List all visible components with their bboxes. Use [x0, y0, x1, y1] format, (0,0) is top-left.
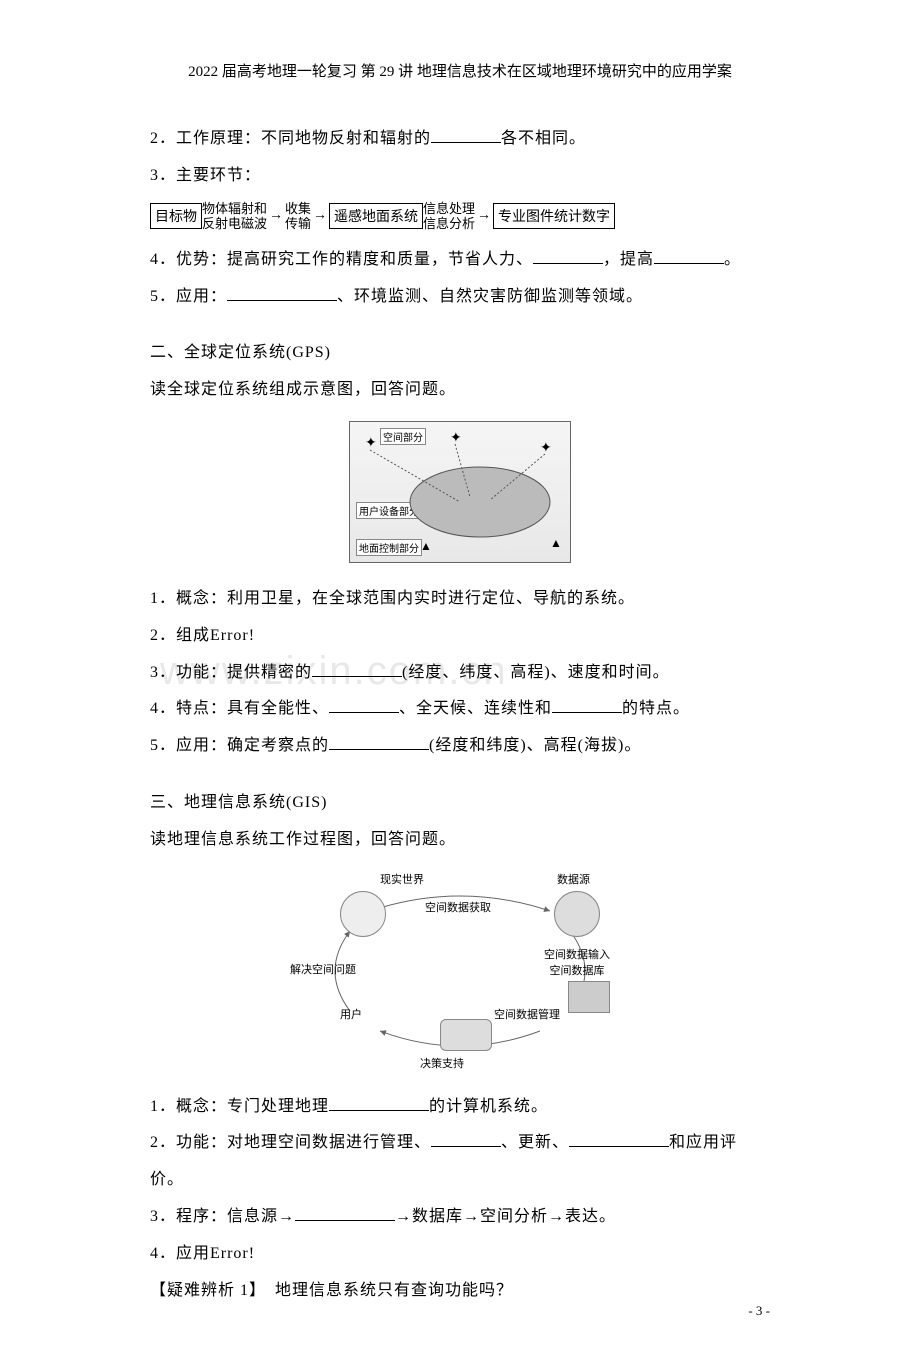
gps-svg: ✦ ✦ ✦ ▲ ▲: [350, 422, 570, 562]
s1-q5: 5．应用： 、环境监测、自然灾害防御监测等领域。: [150, 279, 770, 316]
gis-label: 现实世界: [380, 871, 424, 887]
gis-label: 空间数据获取: [425, 899, 491, 915]
arrow-icon: →: [313, 208, 327, 224]
spacer: [150, 765, 770, 785]
svg-text:✦: ✦: [540, 441, 552, 456]
page-number: - 3 -: [748, 1303, 770, 1319]
flow-box: 遥感地面系统: [329, 203, 423, 229]
s2-title: 二、全球定位系统(GPS): [150, 335, 770, 372]
flow-stack: 物体辐射和 反射电磁波: [202, 201, 267, 232]
blank: [295, 1204, 395, 1221]
s3-q2: 2．功能：对地理空间数据进行管理、、更新、和应用评价。: [150, 1125, 770, 1199]
gis-label: 决策支持: [420, 1055, 464, 1071]
text: 1．概念：专门处理地理: [150, 1098, 329, 1115]
flow-diagram: 目标物 物体辐射和 反射电磁波 → 收集 传输 → 遥感地面系统 信息处理 信息…: [150, 201, 770, 232]
blank: [569, 1130, 669, 1147]
text: 传输: [285, 216, 311, 232]
svg-text:▲: ▲: [550, 536, 562, 550]
text: 4．优势：提高研究工作的精度和质量，节省人力、: [150, 251, 533, 268]
gis-label: 空间数据输入空间数据库: [544, 946, 610, 978]
text: 5．应用：确定考察点的: [150, 737, 329, 754]
s2-q2: 2．组成Error!: [150, 618, 770, 655]
s2-q5: 5．应用：确定考察点的 (经度和纬度)、高程(海拔)。: [150, 728, 770, 765]
s3-q3: 3．程序：信息源→ →数据库→空间分析→表达。: [150, 1199, 770, 1236]
text: 2．工作原理：不同地物反射和辐射的: [150, 130, 431, 147]
text: 5．应用：: [150, 288, 227, 305]
flow-stack: 收集 传输: [285, 201, 311, 232]
arrow-icon: →: [477, 208, 491, 224]
text: 物体辐射和: [202, 201, 267, 217]
text: 信息处理: [423, 201, 475, 217]
text: 2．功能：对地理空间数据进行管理、: [150, 1134, 431, 1151]
flow-stack: 信息处理 信息分析: [423, 201, 475, 232]
text: (经度、纬度、高程)、速度和时间。: [402, 664, 670, 681]
flow-box: 目标物: [150, 203, 202, 229]
blank: [329, 733, 429, 750]
people-icon: [440, 1019, 492, 1051]
gis-label: 数据源: [557, 871, 590, 887]
text: 各不相同。: [501, 130, 586, 147]
blank: [654, 247, 724, 264]
text: 、全天候、连续性和: [399, 700, 552, 717]
document-page: 2022 届高考地理一轮复习 第 29 讲 地理信息技术在区域地理环境研究中的应…: [0, 0, 920, 1349]
blank: [329, 1094, 429, 1111]
text: 3．程序：信息源→: [150, 1208, 295, 1225]
text: 反射电磁波: [202, 216, 267, 232]
s2-q1: 1．概念：利用卫星，在全球范围内实时进行定位、导航的系统。: [150, 581, 770, 618]
s2-q4: 4．特点：具有全能性、 、全天候、连续性和 的特点。: [150, 691, 770, 728]
s3-q4: 4．应用Error!: [150, 1236, 770, 1273]
text: 信息分析: [423, 216, 475, 232]
gis-label: 用户: [340, 1006, 362, 1022]
computer-icon: [568, 981, 610, 1013]
text: 。: [724, 251, 741, 268]
svg-text:✦: ✦: [365, 436, 377, 451]
text: (经度和纬度)、高程(海拔)。: [429, 737, 641, 754]
gis-label: 解决空间问题: [290, 961, 356, 977]
s3-title: 三、地理信息系统(GIS): [150, 785, 770, 822]
text: 的特点。: [622, 700, 690, 717]
text: 、环境监测、自然灾害防御监测等领域。: [337, 288, 643, 305]
s2-intro: 读全球定位系统组成示意图，回答问题。: [150, 372, 770, 409]
svg-text:✦: ✦: [450, 431, 462, 446]
s3-qn: 【疑难辨析 1】 地理信息系统只有查询功能吗？: [150, 1273, 770, 1310]
text: 4．特点：具有全能性、: [150, 700, 329, 717]
globe-icon: [340, 891, 386, 937]
blank: [312, 660, 402, 677]
blank: [431, 1130, 501, 1147]
blank: [552, 696, 622, 713]
s3-q1: 1．概念：专门处理地理 的计算机系统。: [150, 1089, 770, 1126]
svg-text:▲: ▲: [420, 539, 432, 553]
text: →数据库→空间分析→表达。: [395, 1208, 616, 1225]
arrow-icon: →: [269, 208, 283, 224]
s3-intro: 读地理信息系统工作过程图，回答问题。: [150, 822, 770, 859]
blank: [329, 696, 399, 713]
spacer: [150, 315, 770, 335]
data-icon: [554, 891, 600, 937]
text: 、更新、: [501, 1134, 569, 1151]
text: 的计算机系统。: [429, 1098, 548, 1115]
s1-q4: 4．优势：提高研究工作的精度和质量，节省人力、 ，提高 。: [150, 242, 770, 279]
s2-q3: 3．功能：提供精密的 (经度、纬度、高程)、速度和时间。: [150, 655, 770, 692]
blank: [431, 126, 501, 143]
text: 收集: [285, 201, 311, 217]
gps-diagram: 空间部分 用户设备部分 地面控制部分 ✦ ✦ ✦ ▲ ▲: [349, 421, 571, 563]
s1-q2: 2．工作原理：不同地物反射和辐射的 各不相同。: [150, 121, 770, 158]
s1-q3: 3．主要环节：: [150, 158, 770, 195]
blank: [227, 284, 337, 301]
gis-label: 空间数据管理: [494, 1006, 560, 1022]
flow-box: 专业图件统计数字: [493, 203, 615, 229]
gis-diagram: 现实世界 数据源 空间数据获取 空间数据输入空间数据库 空间数据管理 解决空间问…: [290, 871, 630, 1071]
text: ，提高: [603, 251, 654, 268]
text: 3．功能：提供精密的: [150, 664, 312, 681]
page-header: 2022 届高考地理一轮复习 第 29 讲 地理信息技术在区域地理环境研究中的应…: [150, 60, 770, 81]
blank: [533, 247, 603, 264]
